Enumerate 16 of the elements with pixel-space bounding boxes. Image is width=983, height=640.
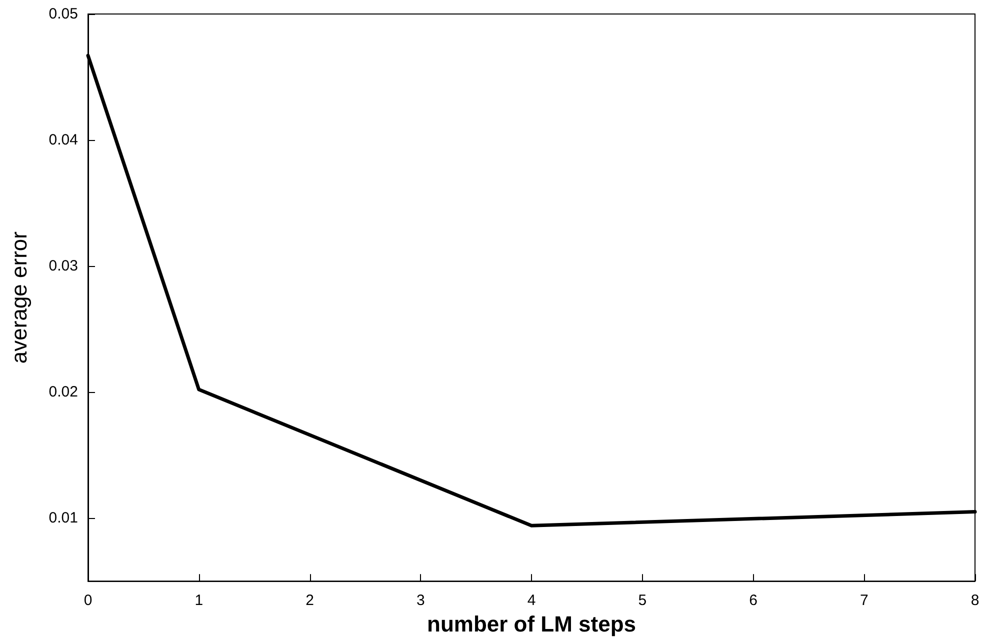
x-tick-label: 7 [860, 592, 868, 610]
x-tick-label: 8 [970, 592, 980, 610]
x-axis-title: number of LM steps [426, 612, 636, 636]
y-tick-label: 0.01 [48, 510, 78, 527]
y-tick-label: 0.03 [48, 258, 78, 275]
x-tick-label: 2 [306, 592, 314, 610]
y-axis-title: average error [6, 232, 32, 364]
x-tick-label: 0 [84, 592, 92, 610]
y-tick-label: 0.05 [48, 6, 78, 22]
x-tick-label: 6 [749, 592, 758, 610]
y-tick-label: 0.04 [48, 132, 78, 149]
x-tick-label: 5 [638, 592, 647, 610]
x-tick-label: 1 [194, 592, 204, 610]
x-tick-label: 3 [416, 592, 425, 610]
y-tick-label: 0.02 [48, 384, 78, 401]
x-tick-label: 4 [527, 592, 536, 610]
